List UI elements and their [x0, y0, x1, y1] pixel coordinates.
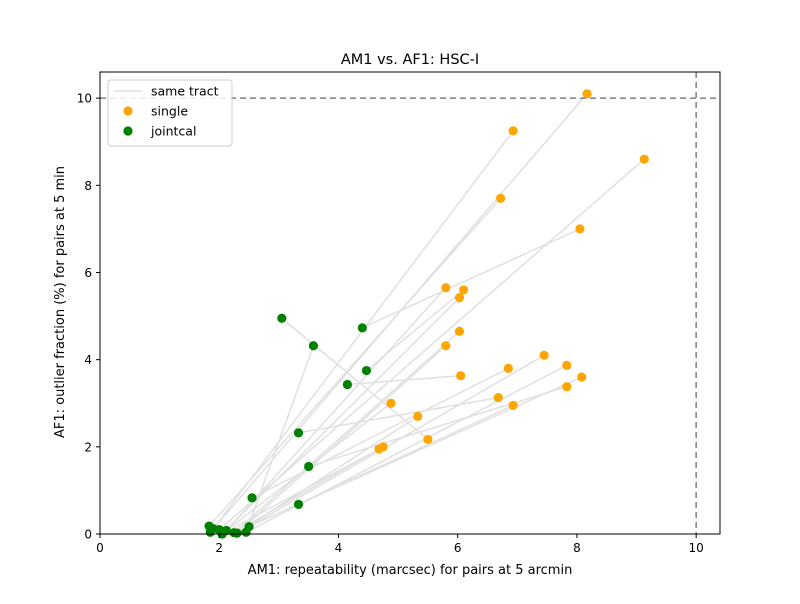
x-tick-label: 2	[215, 541, 223, 555]
x-axis-label: AM1: repeatability (marcsec) for pairs a…	[248, 563, 573, 578]
single-point	[562, 382, 572, 392]
single-point	[459, 285, 469, 295]
y-axis-ticks: 0 2 4 6 8 10	[77, 92, 100, 542]
y-tick-label: 8	[84, 179, 92, 193]
legend-label: single	[151, 104, 188, 119]
single-point	[562, 360, 572, 370]
same-tract-link	[281, 317, 429, 440]
x-tick-label: 6	[454, 541, 462, 555]
same-tract-link	[251, 367, 509, 499]
legend-label: jointcal	[150, 124, 196, 139]
single-point	[441, 341, 451, 351]
single-point	[423, 434, 433, 445]
single-point	[456, 371, 466, 381]
jointcal-point	[304, 461, 314, 472]
single-point	[503, 363, 513, 373]
legend-label: same tract	[151, 84, 219, 99]
chart-title: AM1 vs. AF1: HSC-I	[341, 52, 479, 68]
y-axis-label: AF1: outlier fraction (%) for pairs at 5…	[53, 166, 68, 438]
same-tract-link	[221, 297, 461, 535]
legend: same tract single jointcal	[107, 79, 233, 147]
jointcal-point	[277, 313, 287, 323]
same-tract-link	[236, 345, 447, 534]
jointcal-point	[342, 379, 353, 390]
single-point	[454, 326, 465, 336]
same-tract-link	[233, 448, 380, 534]
legend-marker-swatch	[123, 126, 133, 136]
single-point	[539, 350, 549, 360]
single-point	[575, 224, 585, 234]
same-tract-link	[248, 354, 545, 528]
jointcal-point	[241, 527, 251, 537]
jointcal-point	[357, 323, 367, 333]
same-tract-links	[208, 93, 645, 535]
y-tick-label: 6	[84, 266, 92, 280]
same-tract-link	[245, 345, 315, 533]
plot-area-frame	[99, 71, 721, 535]
single-point	[639, 154, 649, 164]
single-point	[508, 126, 518, 136]
jointcal-point	[293, 428, 304, 438]
single-point	[508, 400, 518, 411]
y-tick-label: 0	[84, 528, 92, 542]
x-tick-label: 10	[689, 541, 704, 555]
single-point	[577, 372, 587, 382]
jointcal-point	[205, 527, 215, 537]
single-point	[493, 392, 503, 403]
jointcal-point	[232, 528, 242, 538]
single-point	[374, 444, 384, 454]
same-tract-link	[248, 404, 514, 528]
y-tick-label: 2	[84, 440, 92, 454]
single-point	[496, 193, 506, 203]
jointcal-point	[293, 499, 304, 509]
single-point	[582, 89, 592, 99]
y-tick-label: 10	[77, 92, 92, 106]
same-tract-link	[225, 287, 447, 532]
same-tract-link	[298, 376, 582, 506]
jointcal-point	[361, 365, 372, 376]
x-tick-label: 8	[573, 541, 581, 555]
single-point	[454, 293, 465, 303]
x-tick-label: 4	[335, 541, 343, 555]
jointcal-point	[308, 341, 319, 351]
same-tract-link	[233, 330, 460, 534]
legend-box	[107, 79, 233, 147]
x-axis-ticks: 0 2 4 6 8 10	[96, 534, 704, 555]
same-tract-link	[208, 197, 502, 527]
same-tract-link	[361, 228, 581, 329]
same-tract-link	[218, 158, 645, 531]
single-point	[441, 283, 451, 293]
jointcal-point	[247, 493, 257, 503]
legend-marker-swatch	[123, 106, 133, 116]
same-tract-link	[347, 375, 461, 386]
data-points	[204, 89, 649, 539]
same-tract-link	[308, 385, 568, 468]
y-tick-label: 4	[84, 353, 92, 367]
single-point	[386, 398, 396, 408]
same-tract-link	[366, 289, 465, 372]
x-tick-label: 0	[96, 541, 104, 555]
single-point	[413, 411, 423, 421]
